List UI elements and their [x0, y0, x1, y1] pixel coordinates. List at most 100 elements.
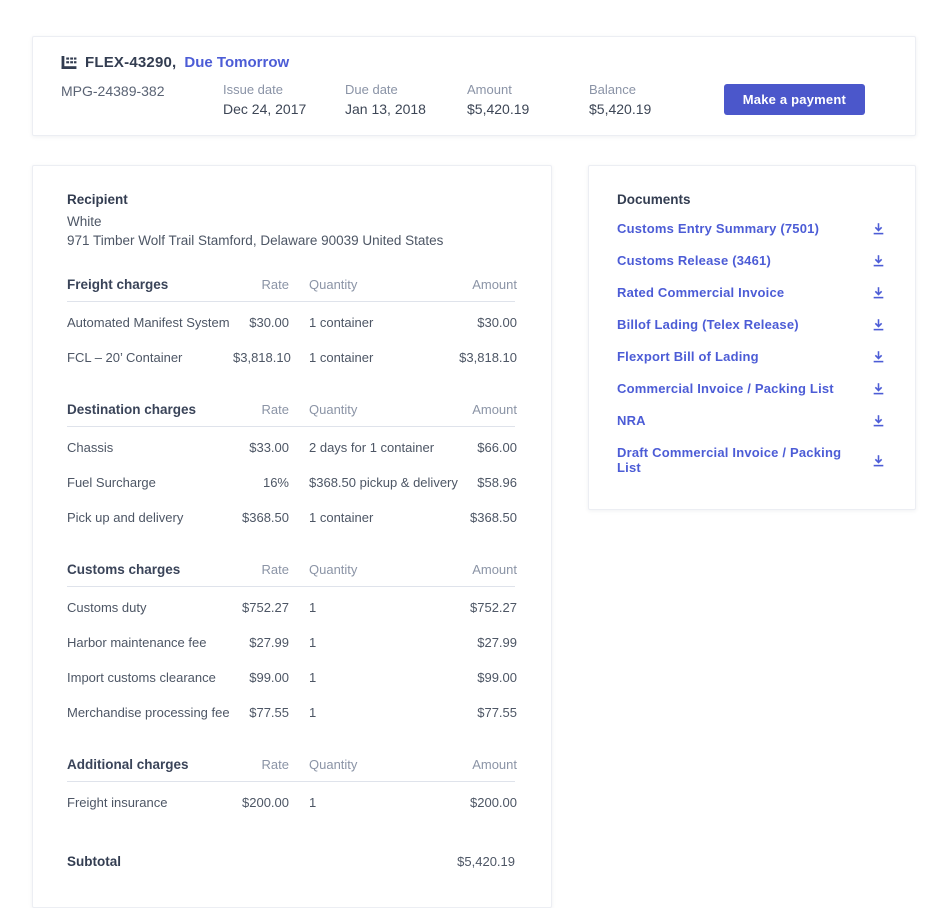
charge-quantity: 1 [309, 705, 317, 720]
due-status-badge: Due Tomorrow [184, 54, 290, 71]
meta-field-value: $5,420.19 [589, 101, 652, 117]
download-icon[interactable] [872, 254, 885, 267]
charge-row: Merchandise processing fee $77.55 1 $77.… [67, 695, 517, 730]
subtotal-row: Subtotal $5,420.19 [67, 854, 515, 869]
column-header-rate: Rate [261, 402, 289, 417]
meta-field-label: Amount [467, 82, 512, 97]
charge-name: Harbor maintenance fee [67, 635, 207, 650]
documents-list: Customs Entry Summary (7501) Customs Rel… [617, 213, 885, 483]
meta-field-value: Dec 24, 2017 [223, 101, 307, 117]
charge-rate: $368.50 [242, 510, 289, 525]
column-header-amount: Amount [472, 562, 517, 577]
invoice-summary-card: FLEX-43290, Due Tomorrow MPG-24389-382 I… [32, 36, 916, 136]
documents-card: Documents Customs Entry Summary (7501) C… [588, 165, 916, 510]
meta-field-value: Jan 13, 2018 [345, 101, 426, 117]
download-icon[interactable] [872, 454, 885, 467]
charge-section: Customs charges Rate Quantity Amount Cus… [67, 562, 517, 730]
document-link[interactable]: Customs Entry Summary (7501) [617, 213, 885, 244]
invoice-meta-row: MPG-24389-382 Issue date Dec 24, 2017 Du… [61, 82, 887, 117]
charge-name: Fuel Surcharge [67, 475, 156, 490]
download-icon[interactable] [872, 286, 885, 299]
invoice-meta-field: Due date Jan 13, 2018 [345, 82, 467, 117]
document-link[interactable]: Customs Release (3461) [617, 245, 885, 276]
document-link-label[interactable]: Billof Lading (Telex Release) [617, 317, 799, 332]
charge-row: Chassis $33.00 2 days for 1 container $6… [67, 427, 517, 465]
column-header-amount: Amount [472, 757, 517, 772]
charge-quantity: 2 days for 1 container [309, 440, 435, 455]
column-header-rate: Rate [261, 277, 289, 292]
charge-quantity: 1 container [309, 510, 374, 525]
document-link-label[interactable]: Rated Commercial Invoice [617, 285, 785, 300]
meta-field-label: Due date [345, 82, 398, 97]
charge-rate: 16% [262, 475, 289, 490]
invoice-id: FLEX-43290, [85, 54, 177, 71]
document-link[interactable]: Commercial Invoice / Packing List [617, 373, 885, 404]
charge-name: Merchandise processing fee [67, 705, 230, 720]
charge-row: Freight insurance $200.00 1 $200.00 [67, 782, 517, 820]
charge-name: Freight insurance [67, 795, 168, 810]
charge-amount: $3,818.10 [459, 350, 517, 365]
document-link[interactable]: Billof Lading (Telex Release) [617, 309, 885, 340]
charge-quantity: 1 [309, 670, 317, 685]
subtotal-label: Subtotal [67, 854, 121, 869]
document-link[interactable]: Rated Commercial Invoice [617, 277, 885, 308]
document-link[interactable]: Flexport Bill of Lading [617, 341, 885, 372]
charge-name: Chassis [67, 440, 114, 455]
download-icon[interactable] [872, 318, 885, 331]
documents-heading: Documents [617, 192, 691, 207]
invoice-meta-fields: Issue date Dec 24, 2017 Due date Jan 13,… [223, 82, 711, 117]
meta-field-label: Issue date [223, 82, 283, 97]
meta-field-value: $5,420.19 [467, 101, 530, 117]
column-header-quantity: Quantity [309, 562, 358, 577]
charge-rate: $33.00 [249, 440, 289, 455]
charge-section: Destination charges Rate Quantity Amount… [67, 402, 517, 535]
charge-name: FCL – 20’ Container [67, 350, 183, 365]
column-header-rate: Rate [261, 757, 289, 772]
download-icon[interactable] [872, 414, 885, 427]
charge-section-title: Destination charges [67, 402, 197, 417]
charge-rate: $27.99 [249, 635, 289, 650]
document-link-label[interactable]: Flexport Bill of Lading [617, 349, 759, 364]
charge-amount: $30.00 [477, 315, 517, 330]
recipient-name: White [67, 214, 102, 229]
charge-row: Harbor maintenance fee $27.99 1 $27.99 [67, 625, 517, 660]
download-icon[interactable] [872, 222, 885, 235]
download-icon[interactable] [872, 350, 885, 363]
document-link-label[interactable]: Customs Release (3461) [617, 253, 771, 268]
charge-quantity: 1 container [309, 315, 374, 330]
document-link-label[interactable]: Draft Commercial Invoice / Packing List [617, 445, 842, 475]
invoice-title-row: FLEX-43290, Due Tomorrow [61, 54, 887, 71]
column-header-rate: Rate [261, 562, 289, 577]
charge-section-header: Freight charges Rate Quantity Amount [67, 277, 517, 302]
charge-rate: $77.55 [249, 705, 289, 720]
charge-quantity: $368.50 pickup & delivery [309, 475, 458, 490]
charge-quantity: 1 container [309, 350, 374, 365]
document-link[interactable]: Draft Commercial Invoice / Packing List [617, 437, 885, 483]
invoice-meta-field: Amount $5,420.19 [467, 82, 589, 117]
charge-row: Customs duty $752.27 1 $752.27 [67, 587, 517, 625]
charge-rate: $3,818.10 [233, 350, 291, 365]
recipient-block: Recipient White 971 Timber Wolf Trail St… [67, 192, 515, 250]
charge-amount: $99.00 [477, 670, 517, 685]
column-header-quantity: Quantity [309, 757, 358, 772]
column-header-quantity: Quantity [309, 402, 358, 417]
charge-row: Pick up and delivery $368.50 1 container… [67, 500, 517, 535]
document-link-label[interactable]: Customs Entry Summary (7501) [617, 221, 820, 236]
charge-rate: $99.00 [249, 670, 289, 685]
charge-section-header: Destination charges Rate Quantity Amount [67, 402, 517, 427]
make-payment-button[interactable]: Make a payment [723, 84, 865, 115]
charge-row: Automated Manifest System $30.00 1 conta… [67, 302, 517, 340]
invoice-ledger-icon [61, 56, 77, 69]
download-icon[interactable] [872, 382, 885, 395]
charge-row: FCL – 20’ Container $3,818.10 1 containe… [67, 340, 517, 375]
document-link[interactable]: NRA [617, 405, 885, 436]
document-link-label[interactable]: NRA [617, 413, 646, 428]
charge-name: Pick up and delivery [67, 510, 184, 525]
charge-section-header: Customs charges Rate Quantity Amount [67, 562, 517, 587]
charge-rate: $200.00 [242, 795, 289, 810]
charge-amount: $27.99 [477, 635, 517, 650]
recipient-address: 971 Timber Wolf Trail Stamford, Delaware… [67, 233, 444, 248]
charge-section: Freight charges Rate Quantity Amount Aut… [67, 277, 517, 375]
document-link-label[interactable]: Commercial Invoice / Packing List [617, 381, 834, 396]
